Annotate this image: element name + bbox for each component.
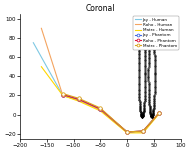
Jay - Phantom [142, 130, 144, 132]
Matrx - Phantom [158, 112, 160, 114]
Line: Roho - Human: Roho - Human [41, 28, 159, 132]
Jay - Human [126, 131, 128, 133]
Title: Coronal: Coronal [86, 4, 115, 13]
Matrx - Phantom [78, 97, 80, 99]
Roho - Human [62, 95, 64, 96]
Roho - Human [78, 99, 80, 101]
Roho - Human [158, 112, 160, 114]
Line: Jay - Phantom: Jay - Phantom [61, 93, 161, 134]
Roho - Human [126, 131, 128, 133]
Roho - Phantom [78, 98, 80, 100]
Line: Matrx - Human: Matrx - Human [41, 67, 159, 133]
Jay - Phantom [99, 108, 101, 110]
Jay - Human [62, 95, 64, 96]
Jay - Human [99, 109, 101, 111]
Matrx - Human [40, 66, 43, 68]
Roho - Human [99, 109, 101, 111]
Matrx - Human [78, 100, 80, 102]
Legend: Jay - Human, Roho - Human, Matrx - Human, Jay - Phantom, Roho - Phantom, Matrx -: Jay - Human, Roho - Human, Matrx - Human… [133, 16, 178, 50]
Roho - Human [40, 27, 43, 29]
Jay - Human [32, 42, 34, 44]
Line: Roho - Phantom: Roho - Phantom [61, 93, 161, 134]
Roho - Phantom [99, 108, 101, 110]
Matrx - Human [99, 110, 101, 112]
Roho - Phantom [158, 112, 160, 114]
Matrx - Phantom [62, 93, 64, 95]
Matrx - Phantom [99, 107, 101, 109]
Line: Matrx - Phantom: Matrx - Phantom [61, 92, 161, 134]
Jay - Human [78, 99, 80, 101]
Roho - Phantom [126, 131, 128, 133]
Roho - Phantom [142, 130, 144, 132]
Line: Jay - Human: Jay - Human [33, 43, 159, 132]
Jay - Phantom [62, 94, 64, 95]
Roho - Human [142, 131, 144, 133]
Jay - Human [142, 131, 144, 133]
Jay - Phantom [78, 98, 80, 100]
Jay - Phantom [126, 131, 128, 133]
Roho - Phantom [62, 94, 64, 95]
Matrx - Phantom [142, 130, 144, 132]
Matrx - Human [142, 132, 144, 134]
Matrx - Phantom [126, 131, 128, 133]
Matrx - Human [158, 113, 160, 115]
Jay - Human [158, 112, 160, 114]
Matrx - Human [62, 95, 64, 96]
Matrx - Human [126, 132, 128, 134]
Jay - Phantom [158, 112, 160, 114]
